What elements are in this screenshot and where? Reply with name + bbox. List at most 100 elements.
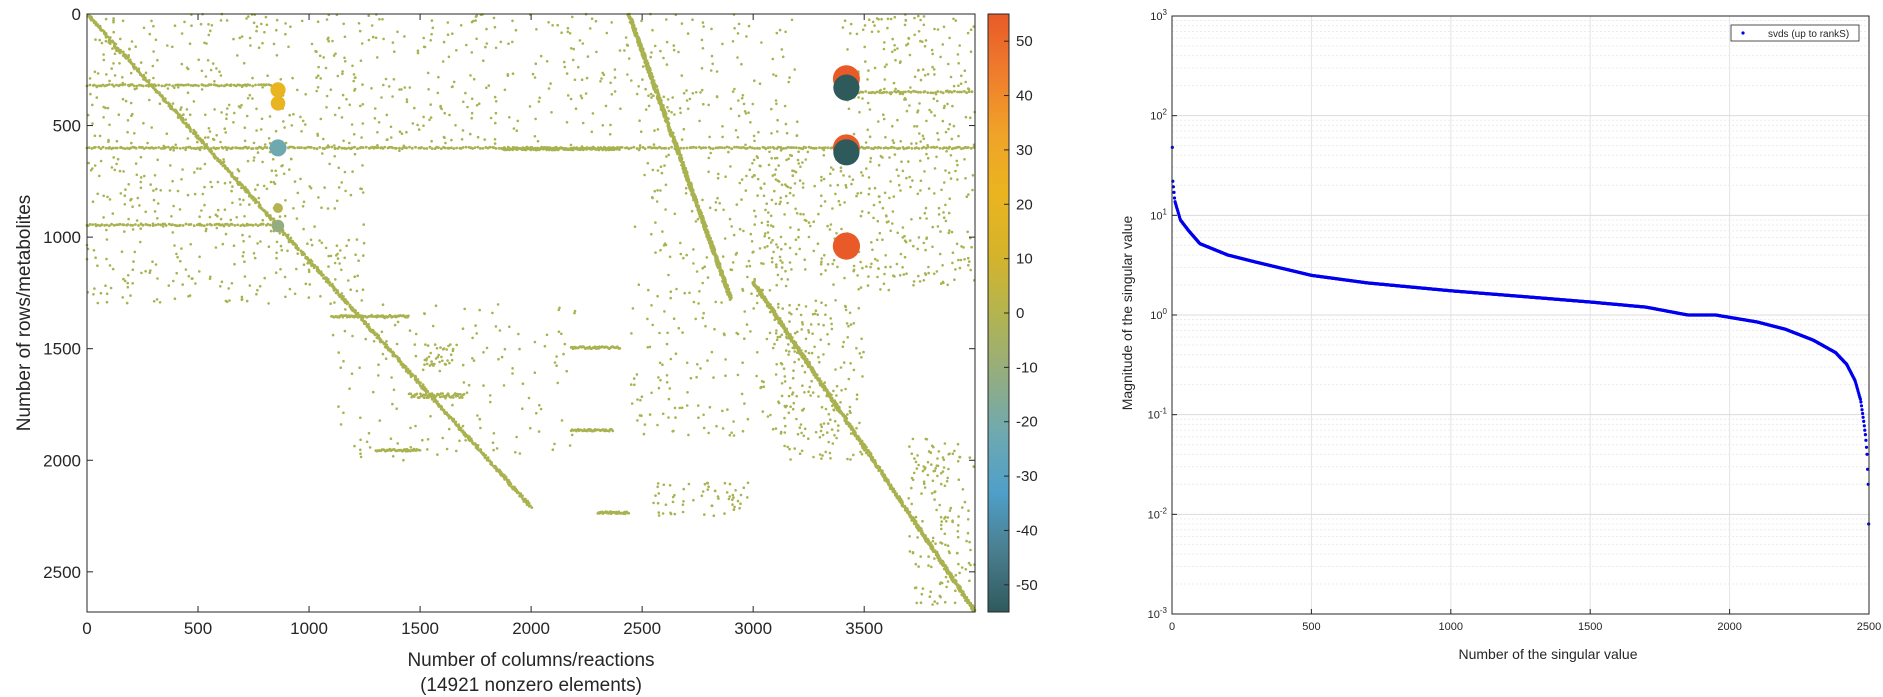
nonzero-point: [830, 400, 834, 403]
nonzero-point: [923, 170, 926, 173]
nonzero-point: [511, 40, 514, 44]
nonzero-point: [204, 136, 207, 139]
nonzero-point: [852, 322, 856, 325]
nonzero-point: [969, 50, 973, 53]
nonzero-point: [287, 45, 290, 49]
nonzero-point: [550, 111, 553, 114]
nonzero-point: [891, 222, 894, 225]
nonzero-point: [243, 260, 246, 264]
nonzero-point: [123, 279, 127, 283]
nonzero-point: [852, 430, 856, 434]
nonzero-point: [830, 327, 834, 331]
nonzero-point: [965, 91, 968, 95]
nonzero-point: [863, 449, 867, 452]
nonzero-point: [646, 346, 650, 349]
nonzero-point: [783, 380, 787, 383]
nonzero-point: [437, 146, 440, 150]
nonzero-point: [547, 87, 551, 90]
nonzero-point: [475, 14, 479, 17]
nonzero-point: [626, 73, 629, 76]
nonzero-point: [255, 107, 258, 111]
nonzero-point: [771, 57, 775, 61]
nonzero-point: [149, 183, 152, 186]
nonzero-point: [613, 90, 617, 93]
nonzero-point: [367, 323, 370, 326]
nonzero-point: [814, 430, 818, 434]
nonzero-point: [784, 242, 787, 246]
nonzero-point: [969, 147, 973, 150]
nonzero-point: [618, 49, 622, 52]
nonzero-point: [667, 397, 671, 401]
nonzero-point: [842, 361, 846, 364]
nonzero-point: [353, 152, 357, 156]
nonzero-point: [333, 288, 337, 292]
nonzero-point: [139, 227, 142, 230]
nonzero-point: [788, 76, 791, 79]
nonzero-point: [743, 337, 746, 341]
nonzero-point: [774, 373, 778, 376]
nonzero-point: [777, 306, 780, 309]
nonzero-point: [324, 246, 328, 250]
nonzero-point: [793, 447, 796, 450]
nonzero-point: [818, 146, 821, 150]
nonzero-point: [720, 301, 723, 304]
nonzero-point: [514, 28, 518, 32]
nonzero-point: [682, 127, 686, 131]
nonzero-point: [953, 89, 956, 93]
nonzero-point: [695, 375, 698, 379]
nonzero-point: [336, 257, 340, 260]
nonzero-point: [92, 293, 95, 296]
nonzero-point: [461, 146, 465, 149]
nonzero-point: [389, 125, 393, 129]
nonzero-point: [385, 346, 389, 350]
nonzero-point: [462, 100, 465, 104]
nonzero-point: [692, 300, 696, 304]
nonzero-point: [228, 169, 231, 173]
nonzero-point: [760, 41, 763, 44]
nonzero-point: [248, 93, 252, 97]
nonzero-point: [344, 147, 348, 151]
nonzero-point: [134, 45, 137, 48]
nonzero-point: [655, 85, 659, 88]
nonzero-point: [393, 50, 396, 53]
nonzero-point: [787, 80, 790, 84]
nonzero-point: [99, 291, 103, 295]
nonzero-point: [173, 146, 176, 150]
nonzero-point: [922, 145, 926, 149]
nonzero-point: [594, 19, 598, 23]
nonzero-point: [243, 215, 246, 218]
nonzero-point: [184, 268, 188, 271]
nonzero-point: [454, 124, 457, 127]
nonzero-point: [128, 47, 131, 51]
nonzero-point: [334, 52, 337, 55]
nonzero-point: [753, 79, 756, 82]
nonzero-point: [200, 140, 203, 143]
nonzero-point: [337, 106, 341, 110]
nonzero-point: [223, 165, 227, 169]
nonzero-point: [361, 288, 365, 292]
nonzero-point: [525, 500, 529, 504]
nonzero-point: [684, 186, 688, 190]
nonzero-point: [329, 254, 333, 258]
nonzero-point: [148, 32, 152, 36]
nonzero-point: [849, 22, 853, 26]
nonzero-point: [470, 20, 474, 24]
nonzero-point: [762, 262, 765, 266]
nonzero-point: [382, 83, 385, 87]
nonzero-point: [387, 85, 391, 88]
nonzero-point: [370, 87, 373, 90]
nonzero-point: [343, 60, 347, 63]
nonzero-point: [723, 333, 726, 337]
nonzero-point: [129, 101, 133, 105]
nonzero-point: [302, 227, 305, 231]
nonzero-point: [895, 168, 899, 171]
nonzero-point: [636, 419, 639, 422]
nonzero-point: [749, 330, 752, 333]
nonzero-point: [701, 316, 705, 320]
nonzero-point: [225, 148, 229, 152]
nonzero-point: [113, 42, 116, 46]
nonzero-point: [410, 146, 414, 150]
nonzero-point: [494, 121, 497, 125]
nonzero-point: [181, 168, 184, 171]
nonzero-point: [677, 326, 681, 330]
